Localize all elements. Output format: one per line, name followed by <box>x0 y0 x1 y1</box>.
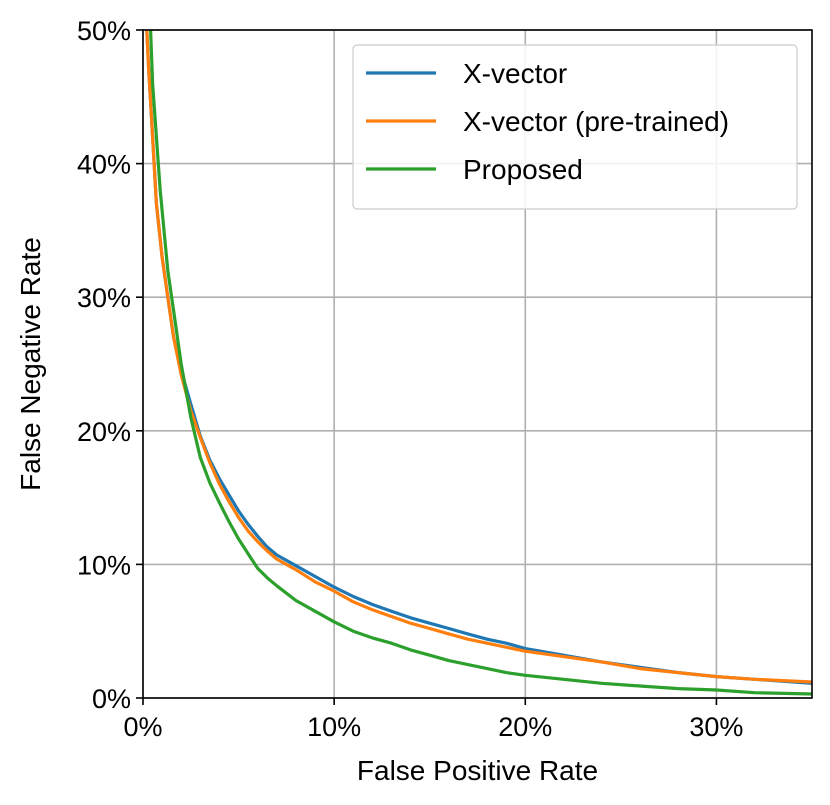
legend-box <box>352 44 798 210</box>
x-tick-label: 10% <box>307 712 361 742</box>
y-tick-label: 20% <box>77 417 131 447</box>
legend-label: X-vector <box>463 58 567 89</box>
x-tick-label: 30% <box>689 712 743 742</box>
legend-label: Proposed <box>463 154 583 185</box>
x-axis-label: False Positive Rate <box>357 755 598 786</box>
y-tick-label: 30% <box>77 283 131 313</box>
y-tick-label: 50% <box>77 16 131 46</box>
x-tick-label: 20% <box>498 712 552 742</box>
plot-frame <box>142 29 813 699</box>
y-tick-label: 40% <box>77 150 131 180</box>
series-line-2 <box>149 30 812 696</box>
series-line-1 <box>145 30 812 684</box>
x-tick-label: 0% <box>123 712 162 742</box>
legend: X-vector X-vector (pre-trained) Proposed <box>352 44 798 210</box>
y-tick-label: 10% <box>77 550 131 580</box>
y-tick-label: 0% <box>92 684 131 714</box>
y-axis-label: False Negative Rate <box>15 237 46 491</box>
legend-label: X-vector (pre-trained) <box>463 106 729 137</box>
ticks: 0% 10% 20% 30% 0% 10% 20% 30% 40% 50% <box>77 16 743 742</box>
series-lines <box>145 30 812 696</box>
